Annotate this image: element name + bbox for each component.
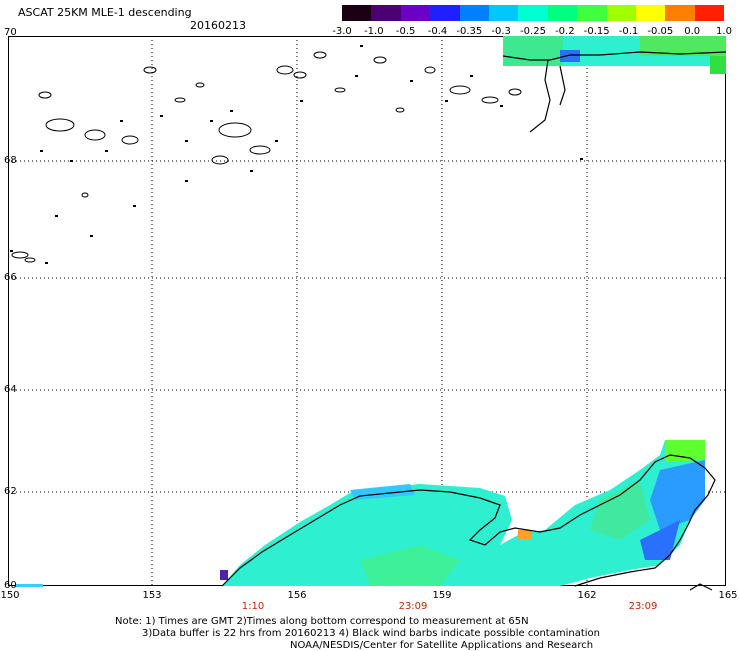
lat-label-64: 64	[4, 384, 17, 395]
lon-label-165: 165	[718, 590, 737, 601]
note-line-2: 3)Data buffer is 22 hrs from 20160213 4)…	[142, 628, 600, 639]
lat-label-62: 62	[4, 486, 17, 497]
lat-label-68: 68	[4, 155, 17, 166]
note-line-1: Note: 1) Times are GMT 2)Times along bot…	[115, 616, 529, 627]
ice-contours	[12, 52, 521, 262]
lon-label-153: 153	[142, 590, 161, 601]
lat-label-70: 70	[4, 27, 17, 38]
lon-label-159: 159	[432, 590, 451, 601]
lat-label-66: 66	[4, 272, 17, 283]
lon-label-150: 150	[0, 590, 19, 601]
wind-swath-south	[220, 440, 705, 586]
lon-label-162: 162	[577, 590, 596, 601]
time-label-2: 23:09	[399, 601, 428, 612]
lon-label-156: 156	[287, 590, 306, 601]
time-label-3: 23:09	[629, 601, 658, 612]
note-line-3: NOAA/NESDIS/Center for Satellite Applica…	[290, 640, 593, 651]
time-label-1: 1:10	[242, 601, 264, 612]
